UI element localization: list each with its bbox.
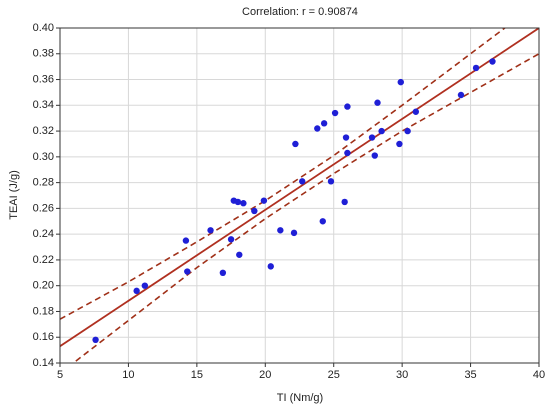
y-tick-label: 0.32 (33, 125, 54, 137)
x-tick-label: 25 (328, 369, 340, 381)
data-point (207, 227, 214, 234)
data-point (314, 125, 321, 132)
data-point (92, 336, 99, 344)
data-point (319, 218, 326, 225)
data-point (260, 197, 268, 204)
x-tick-label: 40 (533, 369, 545, 381)
y-tick-label: 0.22 (33, 254, 54, 266)
y-tick-label: 0.20 (33, 280, 54, 292)
y-tick-label: 0.14 (33, 357, 54, 369)
data-point (378, 127, 385, 135)
data-point (489, 58, 496, 65)
confidence-band (60, 28, 507, 320)
data-point (412, 108, 420, 115)
y-axis-label: TEAI (J/g) (8, 170, 20, 220)
y-tick-label: 0.38 (33, 48, 54, 60)
y-tick-label: 0.36 (33, 73, 54, 85)
x-tick-label: 5 (57, 369, 63, 381)
data-point (342, 134, 350, 141)
data-point (396, 140, 403, 148)
data-point (404, 127, 411, 135)
data-point (236, 251, 243, 258)
x-tick-label: 35 (464, 369, 476, 381)
x-tick-label: 20 (259, 369, 271, 381)
x-tick-label: 15 (191, 369, 203, 381)
data-point (457, 91, 465, 99)
data-point (182, 237, 190, 244)
plot-area (60, 28, 539, 363)
data-point (141, 282, 149, 289)
data-point (299, 178, 306, 185)
fit-line (60, 28, 539, 347)
y-tick-label: 0.30 (33, 151, 54, 163)
y-tick-label: 0.34 (33, 99, 54, 111)
data-point (240, 200, 247, 207)
data-point (368, 134, 376, 141)
chart-title: Correlation: r = 0.90874 (242, 6, 358, 18)
data-point (227, 236, 235, 243)
y-tick-label: 0.18 (33, 305, 54, 317)
data-point (251, 207, 258, 215)
data-point (331, 109, 339, 117)
x-axis-label: TI (Nm/g) (277, 392, 323, 404)
data-point (344, 149, 351, 157)
data-point (472, 64, 480, 72)
confidence-band (72, 53, 539, 363)
data-point (292, 140, 299, 148)
data-point (184, 268, 191, 275)
data-point (290, 229, 298, 237)
data-point (374, 99, 381, 106)
data-point (341, 198, 348, 206)
data-point (133, 287, 140, 295)
y-tick-label: 0.16 (33, 331, 54, 343)
y-tick-label: 0.28 (33, 177, 54, 189)
y-tick-label: 0.40 (33, 22, 54, 34)
x-tick-label: 30 (396, 369, 408, 381)
data-point (371, 152, 378, 159)
data-point (219, 269, 227, 277)
x-tick-label: 10 (122, 369, 134, 381)
data-point (277, 227, 284, 234)
data-point (267, 263, 274, 270)
data-point (327, 178, 335, 185)
data-point (320, 120, 328, 127)
data-point (397, 78, 404, 86)
y-tick-label: 0.26 (33, 202, 54, 214)
y-tick-label: 0.24 (33, 228, 54, 240)
plot-frame (59, 27, 540, 364)
data-point (234, 198, 242, 206)
data-point (344, 103, 351, 110)
